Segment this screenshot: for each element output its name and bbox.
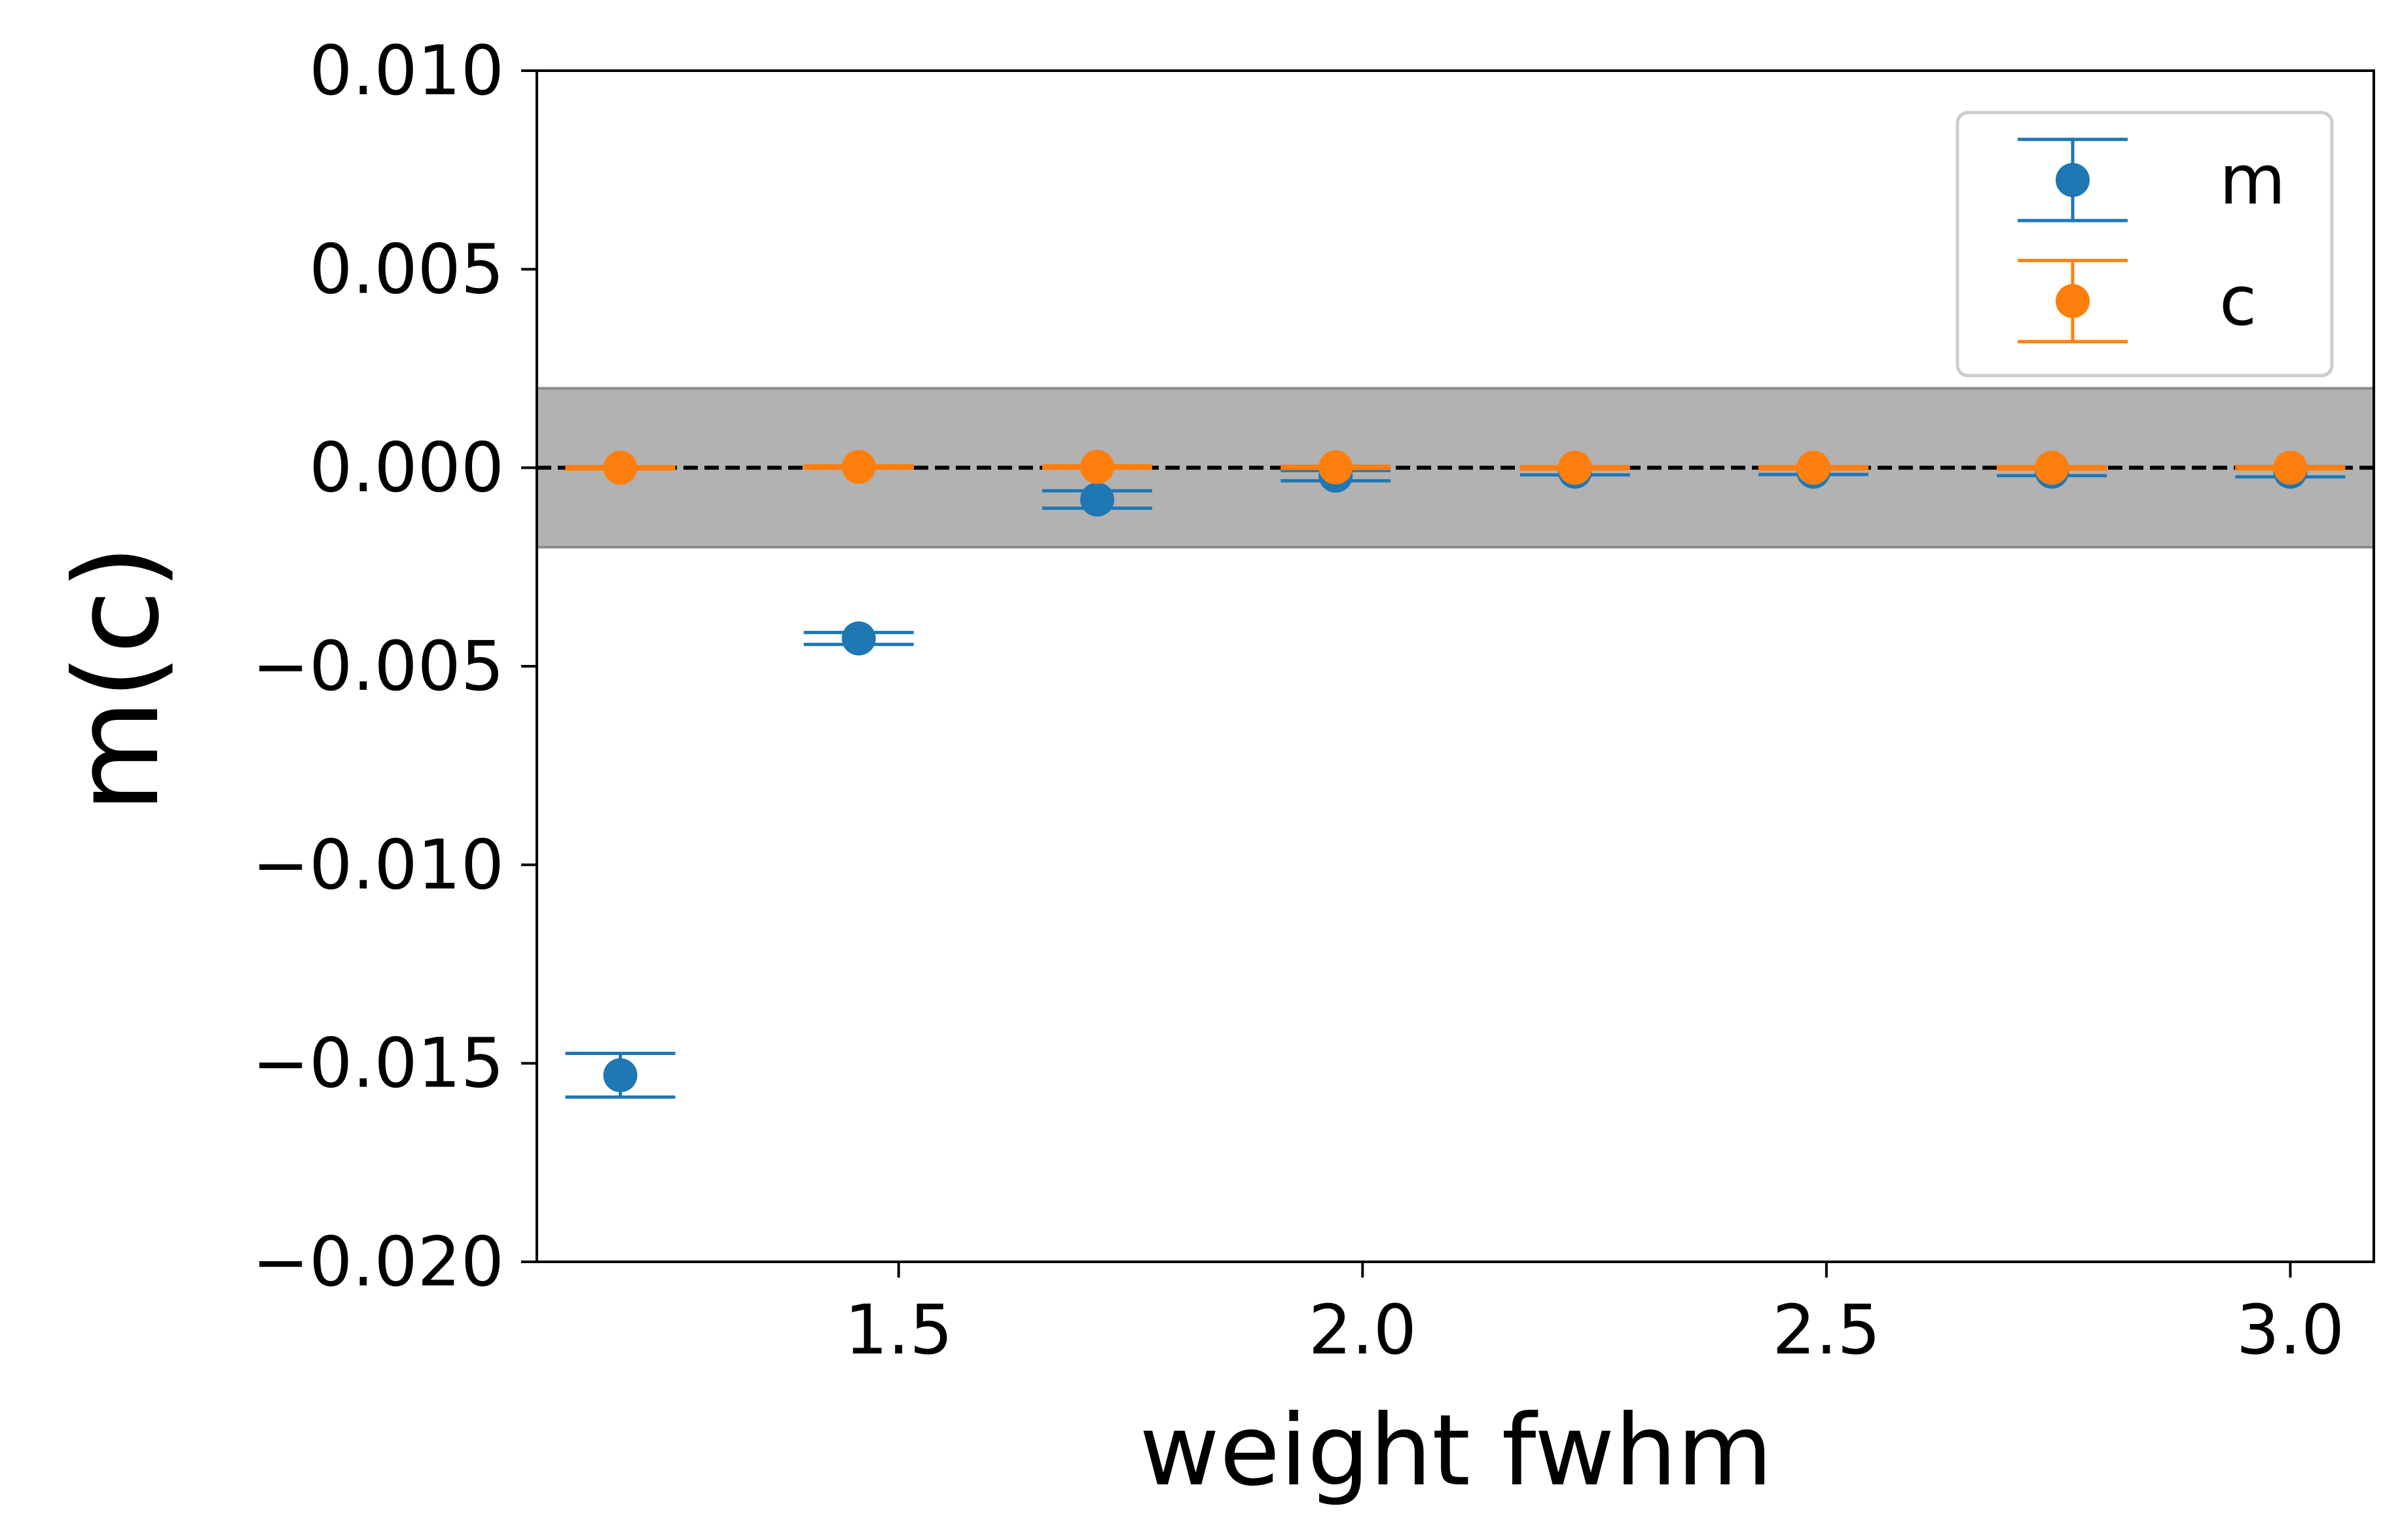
- marker-m: [603, 1058, 638, 1092]
- series-c: [565, 450, 2346, 485]
- y-axis-title: m(c): [49, 545, 185, 813]
- y-tick-label: 0.005: [309, 229, 504, 309]
- marker-c: [1557, 450, 1592, 485]
- data-point-c-1: [565, 450, 676, 485]
- marker-c: [1318, 450, 1353, 485]
- plot-area: [537, 387, 2374, 1099]
- legend: mc: [1955, 111, 2334, 378]
- marker-c: [2273, 450, 2308, 485]
- marker-c: [1080, 450, 1114, 484]
- legend-marker: [2056, 163, 2090, 197]
- legend-entry-m: m: [2018, 137, 2285, 223]
- legend-label: m: [2219, 140, 2285, 220]
- marker-m: [841, 621, 876, 656]
- data-point-m-2: [803, 621, 914, 656]
- y-tick-label: −0.005: [252, 626, 504, 706]
- legend-marker: [2056, 284, 2090, 318]
- y-tick-label: −0.015: [252, 1024, 504, 1103]
- marker-c: [2035, 450, 2069, 485]
- y-tick-label: −0.010: [252, 825, 504, 904]
- data-point-m-1: [565, 1052, 676, 1099]
- x-tick-label: 3.0: [2236, 1290, 2344, 1370]
- marker-c: [841, 450, 876, 484]
- x-axis-title: weight fwhm: [1139, 1394, 1772, 1508]
- x-tick-label: 1.5: [845, 1290, 953, 1370]
- data-point-c-4: [1281, 450, 1391, 485]
- data-point-c-7: [1997, 450, 2107, 485]
- y-tick-label: 0.010: [309, 31, 504, 111]
- y-tick-label: 0.000: [309, 428, 504, 508]
- marker-c: [1796, 450, 1831, 485]
- data-point-c-8: [2235, 450, 2346, 485]
- x-tick-label: 2.5: [1772, 1290, 1880, 1370]
- legend-entry-c: c: [2018, 259, 2257, 344]
- marker-c: [603, 450, 638, 485]
- y-tick-label: −0.020: [252, 1222, 504, 1302]
- data-point-c-5: [1519, 450, 1630, 485]
- marker-m: [1080, 482, 1114, 517]
- data-point-c-2: [803, 450, 914, 484]
- data-point-m-3: [1042, 482, 1152, 517]
- legend-box: [1955, 111, 2334, 378]
- data-point-c-6: [1758, 450, 1869, 485]
- legend-label: c: [2219, 261, 2257, 341]
- axes: 0.010 0.005 0.000 −0.005 −0.010 −0.015 −0.020 1…: [252, 31, 2375, 1370]
- data-point-c-3: [1042, 450, 1152, 484]
- x-tick-label: 2.0: [1309, 1290, 1417, 1370]
